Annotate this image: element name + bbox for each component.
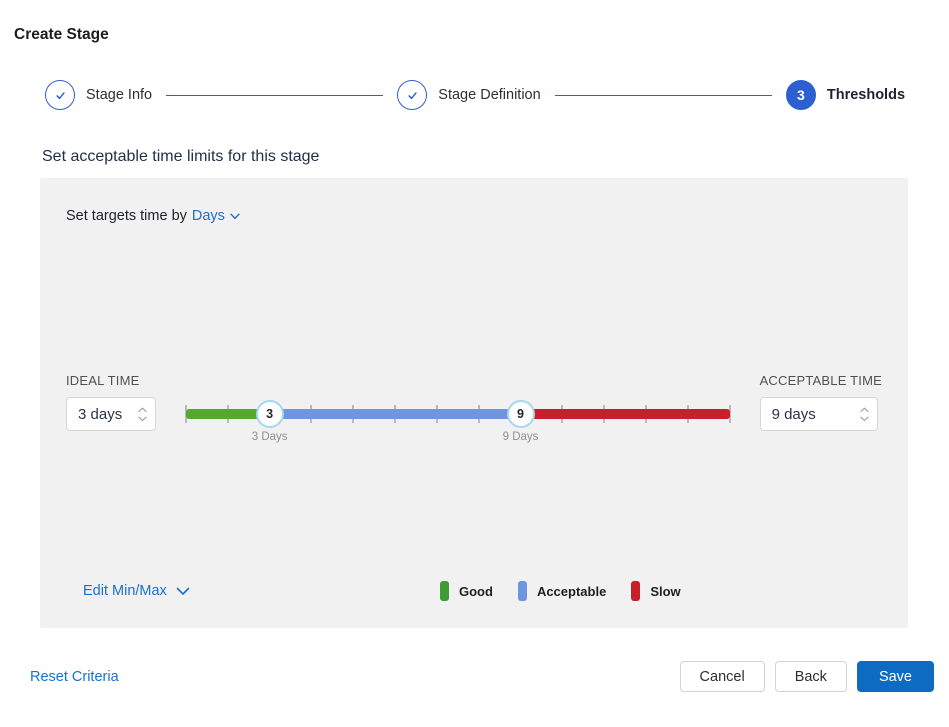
ideal-time-label: IDEAL TIME [66, 373, 140, 388]
slider-segment-slow [520, 409, 730, 419]
section-heading: Set acceptable time limits for this stag… [42, 148, 320, 165]
stepper-connector [166, 94, 384, 96]
stepper-step-stage-definition[interactable]: Stage Definition [397, 80, 541, 110]
ideal-time-column: IDEAL TIME [66, 373, 156, 431]
legend-item-acceptable: Acceptable [517, 581, 607, 601]
slider-handle-label: 3 Days [251, 431, 288, 443]
stepper-down-icon[interactable] [859, 414, 869, 423]
legend-label: Good [459, 583, 493, 599]
slider-handle-acceptable[interactable]: 9 9 Days [503, 400, 538, 443]
threshold-row: IDEAL TIME 3 3 Days 9 9 Days ACCEPTABLE TIM… [66, 373, 882, 443]
legend-item-slow: Slow [631, 581, 681, 601]
cancel-button[interactable]: Cancel [679, 661, 765, 692]
step-circle [397, 80, 428, 110]
stepper-down-icon[interactable] [138, 414, 147, 423]
reset-criteria-link[interactable]: Reset Criteria [30, 668, 119, 685]
acceptable-time-spinner [859, 405, 869, 423]
chevron-down-icon [230, 213, 240, 219]
legend-chip-slow [631, 581, 641, 601]
footer: Reset Criteria Cancel Back Save [0, 661, 949, 692]
legend-label: Slow [650, 583, 681, 599]
acceptable-time-column: ACCEPTABLE TIME [759, 373, 882, 431]
slider-segment-good [186, 409, 270, 419]
slider-track-area: 3 3 Days 9 9 Days [185, 397, 731, 443]
page-title: Create Stage [14, 26, 109, 43]
targets-unit-dropdown[interactable]: Days [192, 208, 240, 224]
slider-handle-label: 9 Days [502, 431, 539, 443]
slider-handle-ideal[interactable]: 3 3 Days [252, 400, 288, 443]
step-label: Stage Definition [438, 87, 541, 103]
stepper-up-icon[interactable] [859, 405, 869, 414]
check-icon [408, 91, 417, 99]
acceptable-time-label: ACCEPTABLE TIME [759, 373, 882, 388]
slider-handle-value: 3 [266, 407, 274, 421]
check-icon [55, 91, 65, 99]
ideal-time-input-wrap [66, 397, 156, 431]
back-button[interactable]: Back [774, 661, 847, 692]
footer-buttons: Cancel Back Save [679, 661, 934, 692]
legend-chip-acceptable [517, 581, 527, 601]
step-circle [45, 80, 75, 110]
legend-chip-good [440, 581, 449, 601]
slider-tick [728, 405, 731, 423]
legend-item-good: Good [440, 581, 493, 601]
stepper-step-thresholds[interactable]: 3 Thresholds [785, 80, 906, 110]
legend: Good Acceptable Slow [440, 578, 706, 604]
targets-unit-value: Days [191, 208, 225, 224]
step-label: Thresholds [826, 87, 906, 103]
step-label: Stage Info [86, 87, 153, 103]
stepper-step-stage-info[interactable]: Stage Info [45, 80, 152, 110]
chevron-down-icon [176, 587, 190, 595]
stepper-up-icon[interactable] [138, 405, 147, 414]
slider-handle-value: 9 [517, 407, 524, 421]
thresholds-panel: Set targets time by Days IDEAL TIME [40, 178, 908, 628]
targets-time-line: Set targets time by Days [66, 206, 882, 226]
edit-minmax-label: Edit Min/Max [83, 583, 167, 599]
acceptable-time-input[interactable] [771, 405, 856, 423]
stepper: Stage Info Stage Definition 3 Thresholds [45, 80, 905, 110]
step-circle: 3 [785, 80, 816, 110]
ideal-time-spinner [138, 405, 147, 423]
save-button[interactable]: Save [856, 661, 934, 692]
stepper-connector [554, 94, 772, 96]
legend-label: Acceptable [536, 583, 607, 599]
targets-time-prefix: Set targets time by [66, 208, 187, 224]
acceptable-time-input-wrap [759, 397, 878, 431]
slider-segment-acceptable [269, 409, 521, 419]
panel-bottom-row: Edit Min/Max Good Acceptable Slow [66, 578, 882, 604]
ideal-time-input[interactable] [78, 405, 134, 423]
edit-minmax-link[interactable]: Edit Min/Max [83, 583, 190, 599]
step-number: 3 [796, 87, 805, 103]
